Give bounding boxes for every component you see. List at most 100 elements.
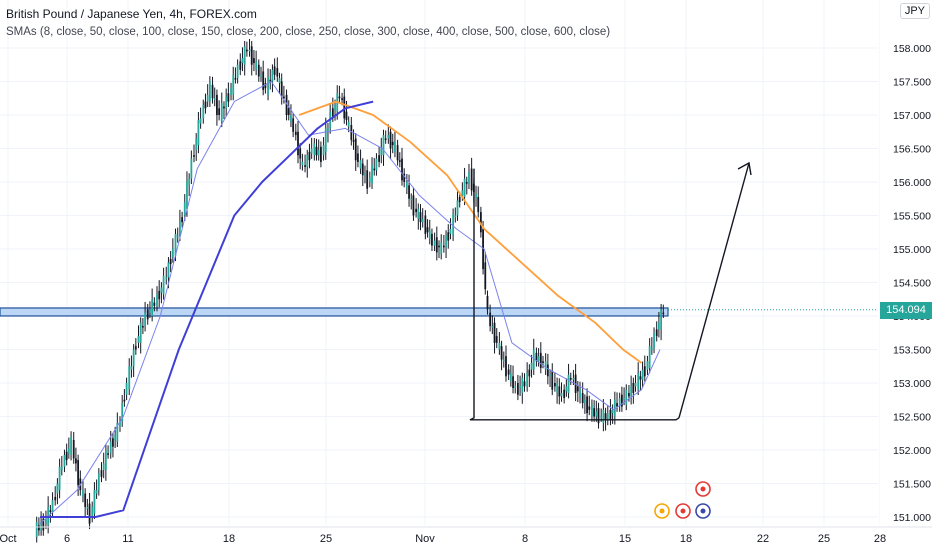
- candle-body: [72, 439, 75, 459]
- candle-body: [70, 436, 72, 456]
- candle-body: [225, 96, 228, 109]
- candle-body: [287, 108, 290, 115]
- candle-body: [604, 413, 607, 420]
- candle-body: [273, 66, 276, 75]
- candle-body: [495, 336, 498, 343]
- candle-body: [218, 108, 221, 115]
- currency-badge[interactable]: JPY: [899, 3, 930, 19]
- candle-body: [630, 386, 633, 397]
- price-tick-label: 155.500: [893, 211, 931, 223]
- candle-body: [262, 71, 265, 90]
- candle-body: [292, 118, 295, 132]
- candle-body: [660, 309, 662, 330]
- price-axis-bg: [880, 0, 932, 527]
- candle-body: [42, 518, 45, 531]
- candle-body: [352, 140, 355, 142]
- candle-body: [588, 406, 591, 410]
- candle-body: [322, 145, 325, 156]
- candle-body: [576, 386, 579, 392]
- time-axis[interactable]: Oct 6 11 18 25 Nov 8 15 18 22 25 28: [0, 526, 932, 545]
- candle-body: [415, 208, 418, 213]
- candle-body: [628, 393, 630, 397]
- candle-body: [526, 372, 529, 387]
- candle-body: [91, 506, 94, 517]
- candle-body: [271, 69, 274, 82]
- candle-body: [264, 83, 267, 89]
- sma-indicator-label[interactable]: SMAs (8, close, 50, close, 100, close, 1…: [6, 26, 611, 38]
- candle-body: [188, 178, 191, 186]
- drawing-annotations[interactable]: [469, 161, 752, 421]
- candle-body: [165, 277, 168, 280]
- time-tick-label: 15: [619, 533, 631, 545]
- candle-body: [438, 245, 440, 248]
- candle-body: [408, 185, 410, 199]
- candle-body: [606, 413, 609, 420]
- candle-body: [156, 294, 158, 306]
- candle-body: [410, 198, 413, 201]
- candle-body: [382, 135, 385, 156]
- candle-body: [551, 371, 554, 390]
- price-tick-label: 156.000: [893, 177, 931, 189]
- time-tick-label: Nov: [415, 533, 435, 545]
- target-arrow-head: [737, 161, 752, 176]
- candle-body: [470, 168, 473, 191]
- price-tick-label: 152.500: [893, 412, 931, 424]
- candle-body: [51, 500, 54, 512]
- candle-body: [560, 393, 563, 397]
- candle-body: [586, 396, 588, 414]
- candle-body: [403, 173, 406, 182]
- event-markers[interactable]: [654, 481, 711, 519]
- candle-body: [486, 295, 489, 310]
- candle-body: [227, 93, 230, 102]
- candle-body: [653, 332, 655, 348]
- candle-body: [144, 312, 146, 327]
- sma-fast-line: [39, 81, 661, 525]
- candle-body: [75, 458, 77, 464]
- candle-body: [452, 213, 455, 236]
- candle-body: [516, 383, 519, 395]
- candle-body: [391, 141, 394, 146]
- symbol-title[interactable]: British Pound / Japanese Yen, 4h, FOREX.…: [6, 7, 257, 21]
- candle-body: [304, 165, 306, 167]
- time-tick-label: 8: [522, 533, 528, 545]
- candle-body: [641, 369, 644, 380]
- time-tick-label: Oct: [0, 533, 17, 545]
- candle-body: [354, 138, 357, 161]
- candle-body: [93, 490, 96, 514]
- event-marker-dot: [659, 508, 665, 514]
- candle-body: [213, 98, 216, 100]
- candle-body: [442, 245, 445, 248]
- candle-body: [398, 160, 401, 162]
- candlesticks: [35, 38, 665, 543]
- resistance-line[interactable]: [0, 307, 878, 317]
- candle-body: [514, 386, 517, 389]
- candle-body: [206, 94, 209, 102]
- candle-body: [623, 398, 625, 400]
- candle-body: [112, 438, 114, 447]
- price-axis[interactable]: 158.000 157.500 157.000 156.500 156.000 155.5…: [880, 0, 932, 527]
- price-tick-label: 157.500: [893, 77, 931, 89]
- candle-body: [484, 262, 487, 290]
- resistance-band: [0, 307, 669, 317]
- candle-body: [204, 101, 207, 109]
- candle-body: [345, 111, 348, 121]
- candle-body: [368, 176, 371, 182]
- candle-body: [278, 78, 281, 84]
- candle-body: [169, 259, 172, 265]
- candle-body: [546, 364, 549, 377]
- candle-body: [197, 120, 200, 146]
- price-tick-label: 153.500: [893, 345, 931, 357]
- candle-body: [40, 522, 42, 531]
- candle-body: [563, 389, 566, 399]
- candle-body: [655, 329, 658, 337]
- candle-body: [315, 146, 318, 156]
- candle-body: [63, 455, 66, 467]
- candle-body: [591, 404, 593, 417]
- candle-body: [65, 451, 68, 461]
- candle-body: [95, 490, 98, 494]
- candle-body: [223, 106, 225, 109]
- candle-body: [389, 131, 392, 149]
- candle-body: [54, 496, 57, 501]
